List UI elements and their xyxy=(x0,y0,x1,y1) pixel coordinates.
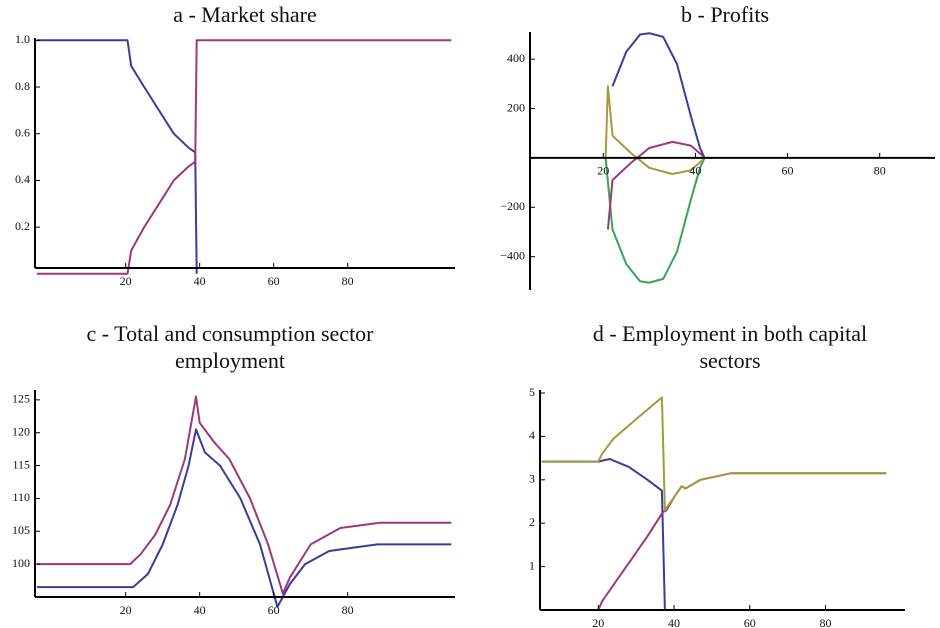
y-tick-label: 105 xyxy=(12,523,30,537)
x-tick-label: 80 xyxy=(342,603,354,617)
x-tick-label: 40 xyxy=(194,603,206,617)
x-tick-label: 80 xyxy=(874,164,886,178)
y-tick-label: −400 xyxy=(500,248,525,262)
x-tick-label: 60 xyxy=(744,616,756,628)
x-tick-label: 80 xyxy=(819,616,831,628)
data-line xyxy=(36,395,452,595)
data-line xyxy=(36,428,452,608)
panel-title: b - Profits xyxy=(681,2,769,27)
x-tick-label: 40 xyxy=(668,616,680,628)
x-tick-label: 20 xyxy=(120,274,132,288)
y-tick-label: 120 xyxy=(12,424,30,438)
x-tick-label: 20 xyxy=(597,164,609,178)
data-line xyxy=(541,458,666,611)
panel-title: d - Employment in both capital sectors xyxy=(592,321,868,373)
y-tick-label: 115 xyxy=(12,457,30,471)
data-line xyxy=(604,157,706,284)
y-tick-label: 4 xyxy=(529,428,535,442)
y-tick-label: 0.4 xyxy=(15,172,30,186)
y-tick-label: −200 xyxy=(500,199,525,213)
panel-title: c - Total and consumption sector employm… xyxy=(86,321,374,373)
x-tick-label: 80 xyxy=(342,274,354,288)
y-tick-label: 3 xyxy=(529,472,535,486)
data-line xyxy=(36,39,198,274)
data-line xyxy=(541,396,887,512)
panel-title: a - Market share xyxy=(173,2,317,27)
x-tick-label: 20 xyxy=(592,616,604,628)
x-tick-label: 40 xyxy=(689,164,701,178)
x-tick-label: 60 xyxy=(268,274,280,288)
y-tick-label: 200 xyxy=(507,100,525,114)
x-tick-label: 60 xyxy=(268,603,280,617)
y-tick-label: 110 xyxy=(12,490,30,504)
data-line xyxy=(36,39,452,275)
x-tick-label: 60 xyxy=(782,164,794,178)
y-tick-label: 0.6 xyxy=(15,125,30,139)
y-tick-label: 5 xyxy=(529,385,535,399)
y-tick-label: 0.2 xyxy=(15,219,30,233)
y-tick-label: 400 xyxy=(507,51,525,65)
x-tick-label: 40 xyxy=(194,274,206,288)
data-line xyxy=(606,140,706,230)
y-tick-label: 2 xyxy=(529,515,535,529)
x-tick-label: 20 xyxy=(120,603,132,617)
y-tick-label: 1.0 xyxy=(15,32,30,46)
y-tick-label: 125 xyxy=(12,392,30,406)
data-line xyxy=(611,32,706,159)
data-line xyxy=(597,472,887,611)
y-tick-label: 0.8 xyxy=(15,79,30,93)
y-tick-label: 100 xyxy=(12,556,30,570)
data-line xyxy=(604,85,706,175)
y-tick-label: 1 xyxy=(529,558,535,572)
